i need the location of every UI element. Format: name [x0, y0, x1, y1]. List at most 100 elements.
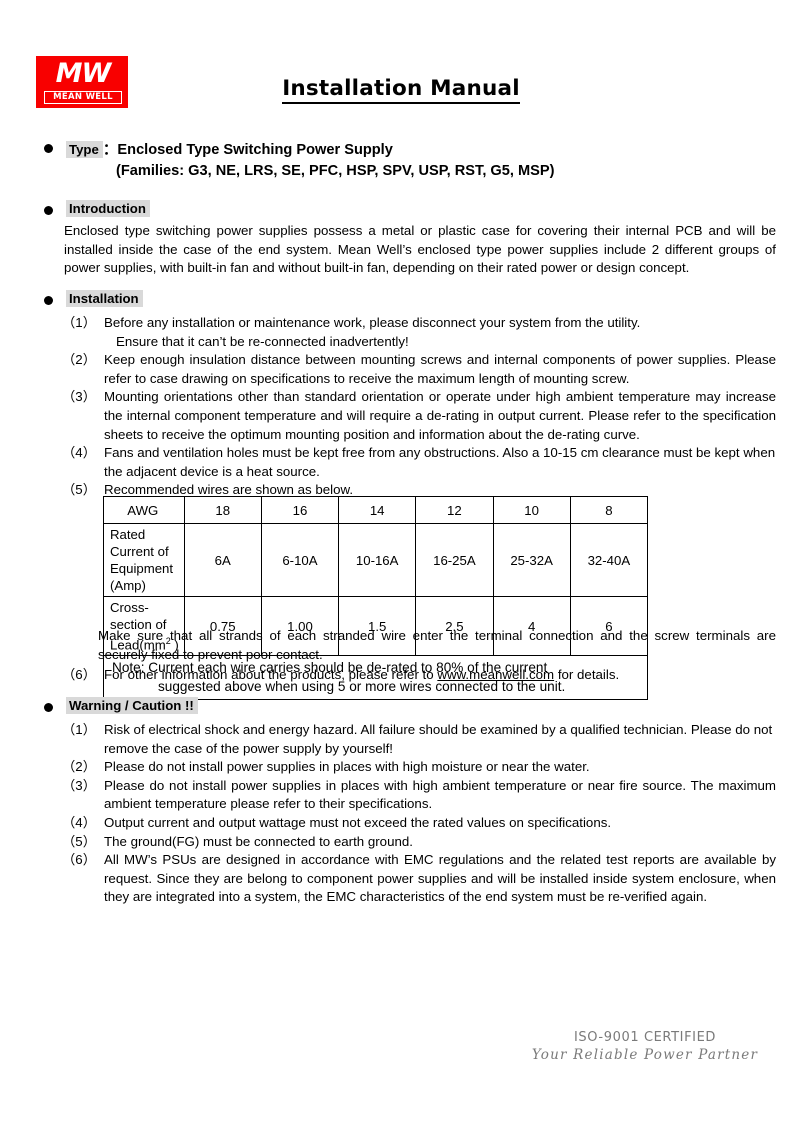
table-row-header: Cross-section of Lead(mm2 ): [103, 595, 185, 657]
list-item-number: （4）: [62, 445, 96, 461]
table-cell: 16: [260, 496, 340, 524]
table-cell: 12: [415, 496, 494, 524]
table-cell: 10: [492, 496, 571, 524]
list-item: （6） For other information about the prod…: [62, 666, 776, 685]
table-cell: 14: [338, 496, 417, 524]
list-item-text: Output current and output wattage must n…: [104, 814, 612, 830]
type-value: Enclosed Type Switching Power Supply: [117, 142, 393, 158]
list-item-number: （5）: [62, 833, 96, 849]
list-item-text: The ground(FG) must be connected to eart…: [104, 833, 413, 849]
list-item-text: Keep enough insulation distance between …: [104, 352, 776, 386]
bullet-icon: [44, 144, 53, 153]
installation-after-table-text: Make sure that all strands of each stran…: [98, 628, 776, 662]
table-row-header: Rated Current of Equipment (Amp): [103, 523, 185, 597]
table-note-row: Note: Current each wire carries should b…: [103, 655, 648, 701]
list-item: （6） All MW’s PSUs are designed in accord…: [62, 851, 776, 907]
warning-heading-row: Warning / Caution !!: [36, 697, 776, 715]
list-item-number: （3）: [62, 777, 96, 793]
list-item-number: （2）: [62, 759, 96, 775]
list-item-text: For other information about the products…: [104, 666, 776, 685]
logo-company-name: MEAN WELL: [44, 91, 122, 104]
table-cell: 6A: [183, 523, 262, 597]
table-row: Rated Current of Equipment (Amp) 6A 6-10…: [103, 523, 649, 597]
list-item: （3） Mounting orientations other than sta…: [62, 388, 776, 444]
table-cell: 1.00: [260, 595, 340, 657]
list-item-text: All MW’s PSUs are designed in accordance…: [104, 852, 776, 905]
installation-section: Installation （1） Before any installation…: [36, 290, 776, 500]
list-item: （2） Please do not install power supplies…: [62, 758, 776, 777]
list-item-text: Before any installation or maintenance w…: [104, 315, 641, 330]
list-item: （1） Before any installation or maintenan…: [62, 314, 776, 351]
table-note-cell: Note: Current each wire carries should b…: [103, 655, 648, 701]
table-cell: 8: [569, 496, 649, 524]
list-item-number: （1）: [62, 315, 96, 330]
iso-certification-text: ISO-9001 CERTIFIED: [573, 1030, 717, 1045]
warning-heading: Warning / Caution !!: [66, 697, 198, 714]
installation-heading-row: Installation: [36, 290, 776, 308]
list-item-text: Recommended wires are shown as below.: [104, 482, 354, 498]
list-item: （1） Risk of electrical shock and energy …: [62, 721, 776, 758]
table-cell: 10-16A: [338, 523, 417, 597]
list-item-number: （4）: [62, 814, 96, 830]
list-item-number: （5）: [62, 482, 96, 498]
table-cell: 32-40A: [569, 523, 649, 597]
type-separator: ：: [102, 142, 118, 158]
introduction-paragraph: Enclosed type switching power supplies p…: [64, 223, 776, 276]
introduction-heading-row: Introduction: [36, 200, 776, 218]
meanwell-logo: MW MEAN WELL: [36, 56, 128, 108]
list-item: （3） Please do not install power supplies…: [62, 777, 776, 814]
table-cell: 2.5: [415, 595, 494, 657]
document-header: MW MEAN WELL Installation Manual: [0, 48, 802, 112]
page-title-text: Installation Manual: [282, 76, 520, 104]
installation-continued: Make sure that all strands of each stran…: [36, 627, 776, 685]
installation-heading: Installation: [66, 290, 143, 307]
type-heading-row: Type ：Enclosed Type Switching Power Suppl…: [36, 138, 776, 159]
list-item-text: Please do not install power supplies in …: [104, 777, 776, 812]
list-item-number: （1）: [62, 722, 96, 737]
table-row-header-tail: ): [170, 637, 179, 653]
page-title: Installation Manual: [0, 76, 802, 104]
bullet-icon: [44, 296, 53, 305]
table-row-header-superscript: 2: [165, 636, 171, 646]
list-item-text-line2: Ensure that it can’t be re-connected ina…: [116, 333, 409, 349]
bullet-icon: [44, 206, 53, 215]
company-tagline: Your Reliable Power Partner: [531, 1047, 759, 1063]
list-item-text: Mounting orientations other than standar…: [104, 389, 776, 442]
list-item: （2） Keep enough insulation distance betw…: [62, 351, 776, 388]
logo-mark-text: MW: [55, 58, 112, 89]
table-cell: 6: [569, 595, 649, 657]
list-item-number: （3）: [62, 389, 96, 405]
type-label: Type: [66, 141, 103, 158]
table-cell: 0.75: [183, 595, 262, 657]
table-row-header: AWG: [103, 496, 185, 524]
list-item: （4） Fans and ventilation holes must be k…: [62, 444, 776, 481]
list-item-text: Please do not install power supplies in …: [104, 759, 590, 775]
list-item-text-before: For other information about the products…: [104, 667, 438, 683]
table-cell: 1.5: [338, 595, 417, 657]
list-item-text: Risk of electrical shock and energy haza…: [104, 722, 773, 756]
table-note-line1: Note: Current each wire carries should b…: [112, 660, 548, 676]
introduction-section: Introduction Enclosed type switching pow…: [36, 200, 776, 278]
installation-list: （1） Before any installation or maintenan…: [36, 314, 776, 500]
recommended-wires-table: AWG 18 16 14 12 10 8 Rated Current of Eq…: [103, 496, 649, 701]
list-item: （4） Output current and output wattage mu…: [62, 814, 776, 833]
document-footer: ISO-9001 CERTIFIED Your Reliable Power P…: [520, 1030, 770, 1063]
table-cell: 6-10A: [260, 523, 340, 597]
list-item: （5） The ground(FG) must be connected to …: [62, 833, 776, 852]
table-cell: 18: [183, 496, 262, 524]
bullet-icon: [44, 703, 53, 712]
meanwell-website-link[interactable]: www.meanwell.com: [437, 667, 555, 683]
table-row: Cross-section of Lead(mm2 ) 0.75 1.00 1.…: [103, 595, 649, 657]
list-item-text: Fans and ventilation holes must be kept …: [104, 445, 776, 479]
list-item-number: （6）: [62, 667, 96, 683]
introduction-heading: Introduction: [66, 200, 150, 217]
warning-list: （1） Risk of electrical shock and energy …: [36, 721, 776, 907]
type-section: Type ：Enclosed Type Switching Power Suppl…: [36, 138, 776, 179]
warning-section: Warning / Caution !! （1） Risk of electri…: [36, 697, 776, 907]
list-item: （5） Recommended wires are shown as below…: [62, 481, 776, 500]
list-item-text-after: for details.: [554, 667, 620, 683]
list-item-number: （6）: [62, 852, 96, 868]
table-row-header-text: Cross-section of Lead(mm: [110, 600, 167, 653]
list-item-number: （2）: [62, 352, 96, 368]
